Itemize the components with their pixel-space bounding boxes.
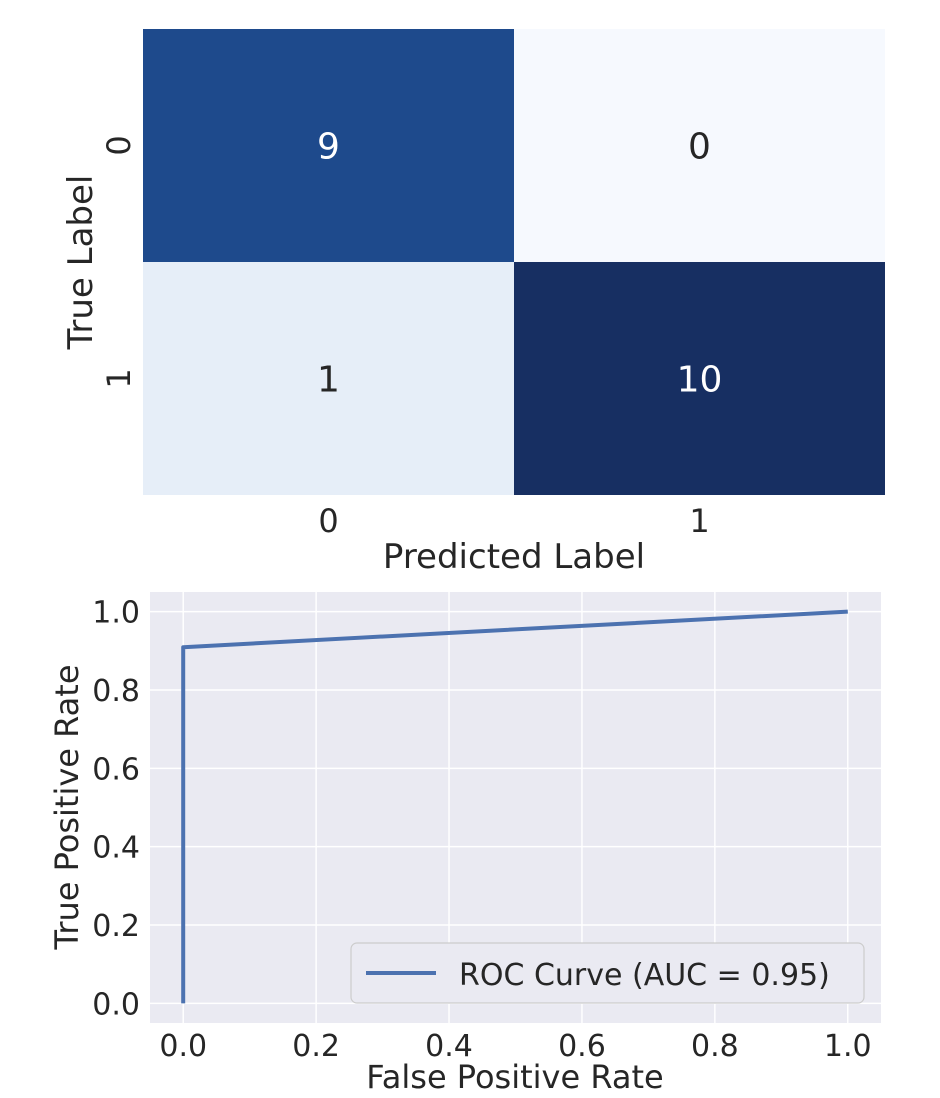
roc-chart: 0.0 0.2 0.4 0.6 0.8 1.0 0.0 0.2 0.4 0.6 0.8 1.0 Fa…	[48, 592, 881, 1096]
legend-box	[350, 942, 865, 1004]
cell-annotation: 10	[677, 360, 723, 401]
legend: ROC Curve (AUC = 0.95)	[350, 942, 865, 1004]
y-tick-label: 1	[100, 368, 138, 388]
heatmap-cell	[514, 29, 885, 262]
heatmap-cell	[143, 29, 514, 262]
y-tick-labels: 0.0 0.2 0.4 0.6 0.8 1.0	[92, 596, 140, 1023]
x-tick-label: 0.0	[159, 1029, 207, 1064]
cell-annotation: 9	[317, 127, 340, 168]
y-tick-label: 0	[100, 135, 138, 155]
y-tick-labels: 01	[100, 135, 138, 388]
x-axis-label: Predicted Label	[383, 537, 645, 577]
x-tick-label: 1	[689, 502, 709, 540]
series-lines	[181, 609, 848, 1004]
x-axis-label: False Positive Rate	[366, 1058, 663, 1096]
x-tick-label: 0	[318, 502, 338, 540]
x-tick-label: 0.4	[425, 1029, 473, 1064]
y-tick-label: 0.8	[92, 674, 140, 709]
y-axis-label: True Positive Rate	[48, 664, 86, 950]
heatmap-cell	[143, 262, 514, 495]
cell-annotation: 1	[317, 360, 340, 401]
x-tick-label: 0.8	[691, 1029, 739, 1064]
y-tick-label: 0.4	[92, 831, 140, 866]
y-axis-label: True Label	[61, 175, 101, 351]
x-tick-label: 0.6	[558, 1029, 606, 1064]
x-tick-label: 0.2	[292, 1029, 340, 1064]
heatmap-cell	[514, 262, 885, 495]
y-tick-label: 0.2	[92, 909, 140, 944]
y-tick-label: 1.0	[92, 596, 140, 631]
roc-curve-line	[181, 609, 848, 1004]
cell-annotations: 9 0 1 10	[317, 127, 722, 401]
y-tick-label: 0.6	[92, 752, 140, 787]
heatmap-cells	[143, 29, 885, 495]
x-tick-label: 1.0	[824, 1029, 872, 1064]
legend-label: ROC Curve (AUC = 0.95)	[459, 958, 830, 993]
x-tick-labels: 0.0 0.2 0.4 0.6 0.8 1.0	[159, 1029, 871, 1064]
y-tick-label: 0.0	[92, 987, 140, 1022]
cell-annotation: 0	[688, 127, 711, 168]
